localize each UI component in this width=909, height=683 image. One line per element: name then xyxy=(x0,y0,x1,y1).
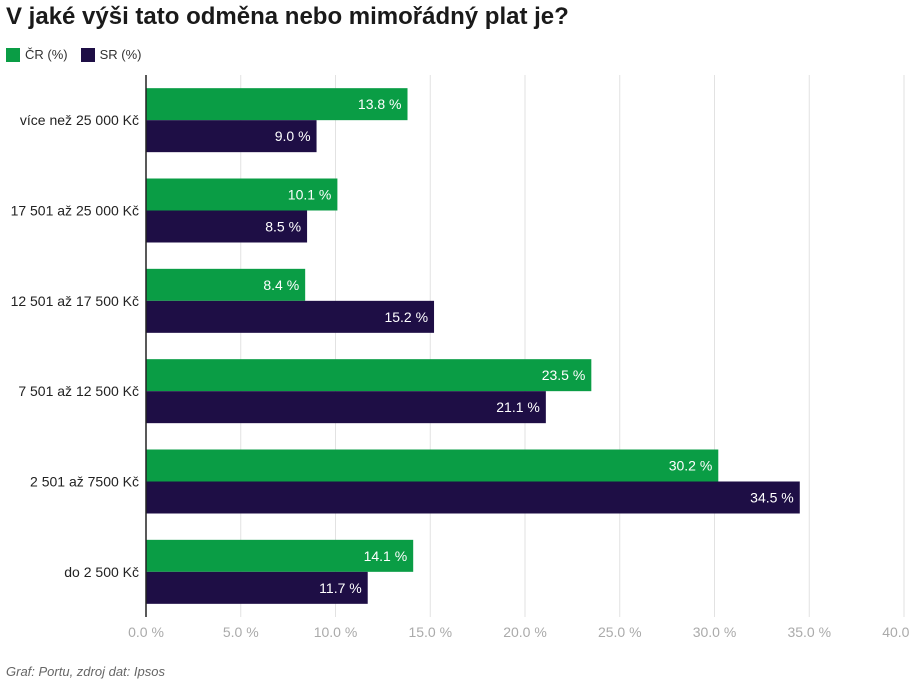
legend-swatch-cr xyxy=(6,47,20,62)
bar-value-label: 11.7 % xyxy=(319,580,362,596)
bar-value-label: 21.1 % xyxy=(496,399,540,415)
bar-sr xyxy=(146,210,308,243)
bar-cr xyxy=(146,268,306,301)
bar-value-label: 8.4 % xyxy=(263,277,299,293)
legend-item-cr: ČR (%) xyxy=(6,47,68,62)
chart-legend: ČR (%) SR (%) xyxy=(6,47,155,62)
bar-sr xyxy=(146,391,546,424)
bar-value-label: 23.5 % xyxy=(542,367,586,383)
bar-sr xyxy=(146,481,800,514)
bar-value-label: 30.2 % xyxy=(669,458,713,474)
bar-sr xyxy=(146,571,368,604)
legend-item-sr: SR (%) xyxy=(80,47,142,62)
bar-value-label: 10.1 % xyxy=(288,187,332,203)
bar-value-label: 14.1 % xyxy=(364,548,408,564)
category-label: do 2 500 Kč xyxy=(64,564,139,580)
legend-label-cr: ČR (%) xyxy=(25,47,68,62)
bar-value-label: 13.8 % xyxy=(358,96,402,112)
bar-cr xyxy=(146,449,719,482)
chart-source: Graf: Portu, zdroj dat: Ipsos xyxy=(6,664,165,679)
bar-value-label: 8.5 % xyxy=(265,219,301,235)
x-tick-label: 40.0 % xyxy=(882,624,909,640)
legend-label-sr: SR (%) xyxy=(99,47,142,62)
category-label: 12 501 až 17 500 Kč xyxy=(11,293,139,309)
x-tick-label: 5.0 % xyxy=(223,624,259,640)
x-tick-label: 20.0 % xyxy=(503,624,547,640)
category-label: 17 501 až 25 000 Kč xyxy=(11,203,139,219)
x-tick-label: 0.0 % xyxy=(128,624,164,640)
category-label: více než 25 000 Kč xyxy=(20,112,139,128)
x-tick-label: 25.0 % xyxy=(598,624,642,640)
x-tick-label: 30.0 % xyxy=(693,624,737,640)
x-tick-label: 15.0 % xyxy=(408,624,452,640)
category-label: 7 501 až 12 500 Kč xyxy=(18,383,139,399)
legend-swatch-sr xyxy=(80,47,95,62)
bar-cr xyxy=(146,359,592,392)
bar-sr xyxy=(146,300,435,333)
bar-cr xyxy=(146,539,414,572)
bar-cr xyxy=(146,178,338,211)
bar-cr xyxy=(146,88,408,121)
bar-value-label: 9.0 % xyxy=(275,128,311,144)
category-label: 2 501 až 7500 Kč xyxy=(30,474,139,490)
x-tick-label: 10.0 % xyxy=(314,624,358,640)
bar-value-label: 34.5 % xyxy=(750,490,794,506)
bar-value-label: 15.2 % xyxy=(384,309,428,325)
x-tick-label: 35.0 % xyxy=(787,624,831,640)
chart-title: V jaké výši tato odměna nebo mimořádný p… xyxy=(6,3,569,30)
bar-sr xyxy=(146,120,317,153)
